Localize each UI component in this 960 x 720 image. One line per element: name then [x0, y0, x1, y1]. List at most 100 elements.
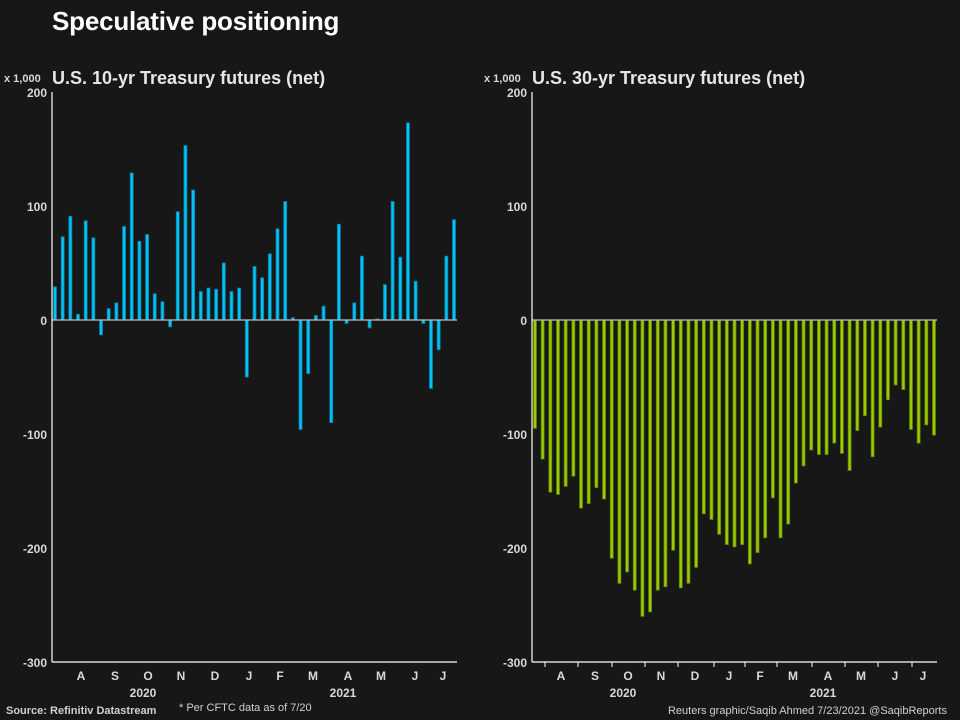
bar: [609, 319, 614, 559]
footnote: * Per CFTC data as of 7/20: [179, 702, 312, 714]
chart-panel-30yr: x 1,000 U.S. 30-yr Treasury futures (net…: [480, 0, 960, 720]
y-tick-label: -100: [503, 428, 527, 442]
bar: [724, 319, 729, 545]
bar: [367, 319, 372, 329]
bar: [763, 319, 768, 539]
bar: [53, 286, 57, 321]
bar: [770, 319, 775, 499]
bar: [260, 277, 265, 321]
chart-title-10yr: U.S. 10-yr Treasury futures (net): [52, 68, 326, 88]
x-month-label: J: [920, 669, 927, 683]
bar: [390, 201, 395, 321]
bar: [114, 302, 119, 321]
bar: [429, 319, 433, 389]
bar: [816, 319, 821, 455]
bar: [214, 288, 219, 321]
bar: [444, 255, 449, 321]
x-month-label: N: [177, 669, 186, 683]
bar: [878, 319, 883, 428]
bar: [313, 315, 318, 321]
x-month-label: F: [756, 669, 763, 683]
y-tick-label: 200: [507, 86, 527, 100]
bar: [406, 122, 410, 321]
bar-chart-10yr: 200 100 0 -100 -200 -300 A S O N D J F M A M J J 2020 2021: [23, 86, 457, 700]
bar: [436, 319, 441, 351]
bar: [640, 319, 645, 617]
bar: [663, 319, 668, 588]
bar: [452, 219, 456, 321]
bar: [732, 319, 737, 548]
bar: [671, 319, 676, 551]
bar: [778, 319, 783, 539]
bar: [747, 319, 752, 565]
bar: [129, 172, 134, 321]
bar: [809, 319, 814, 451]
x-month-label: J: [892, 669, 899, 683]
y-tick-label: -200: [23, 542, 47, 556]
bar: [755, 319, 760, 553]
x-month-label: O: [143, 669, 152, 683]
bar: [840, 319, 844, 454]
y-tick-label: 100: [27, 200, 47, 214]
bar: [686, 319, 691, 584]
chart-title-30yr: U.S. 30-yr Treasury futures (net): [532, 68, 806, 88]
bar: [832, 319, 837, 444]
bar: [571, 319, 576, 477]
bar: [586, 319, 591, 504]
bar: [533, 319, 537, 429]
x-month-label: D: [211, 669, 220, 683]
bar: [617, 319, 622, 584]
bar: [152, 293, 157, 321]
bar: [556, 319, 560, 495]
bar: [60, 236, 65, 321]
x-month-label: A: [557, 669, 566, 683]
bar: [91, 237, 96, 321]
bar: [740, 319, 745, 545]
bar: [932, 319, 936, 436]
bar: [801, 319, 806, 467]
bar: [329, 319, 334, 423]
bar: [237, 287, 242, 321]
x-month-label: D: [691, 669, 700, 683]
bar-chart-30yr: 200 100 0 -100 -200 -300 A S O N D J F M A M J J 2020 2021: [503, 86, 937, 700]
bar: [221, 262, 226, 321]
bar: [678, 319, 683, 589]
x-month-label: M: [788, 669, 798, 683]
bar: [602, 319, 606, 500]
y-unit-label: x 1,000: [484, 73, 521, 85]
x-month-label: J: [726, 669, 733, 683]
bar: [786, 319, 791, 525]
bar: [413, 280, 418, 321]
bar: [863, 319, 867, 417]
bar: [893, 319, 898, 386]
y-tick-label: 0: [520, 314, 527, 328]
x-month-label: A: [344, 669, 353, 683]
x-year-label: 2020: [610, 686, 637, 700]
x-month-label: S: [111, 669, 119, 683]
bar: [244, 319, 249, 378]
x-year-label: 2021: [810, 686, 837, 700]
y-tick-label: -100: [23, 428, 47, 442]
x-month-label: J: [246, 669, 253, 683]
x-month-label: N: [657, 669, 666, 683]
y-tick-label: 200: [27, 86, 47, 100]
bar: [321, 305, 326, 321]
x-month-label: S: [591, 669, 599, 683]
x-month-label: O: [623, 669, 632, 683]
x-month-label: M: [376, 669, 386, 683]
bar: [625, 319, 629, 573]
bar: [352, 302, 357, 321]
y-unit-label: x 1,000: [4, 73, 41, 85]
bar: [824, 319, 829, 455]
bar: [175, 211, 180, 321]
y-tick-label: -300: [503, 656, 527, 670]
bar: [68, 215, 73, 321]
x-year-label: 2021: [330, 686, 357, 700]
bar: [160, 301, 165, 321]
bar: [275, 228, 280, 321]
bar: [122, 226, 126, 321]
y-tick-label: 0: [40, 314, 47, 328]
bar: [252, 266, 257, 321]
bar: [886, 319, 890, 401]
main-title: Speculative positioning: [52, 6, 340, 36]
